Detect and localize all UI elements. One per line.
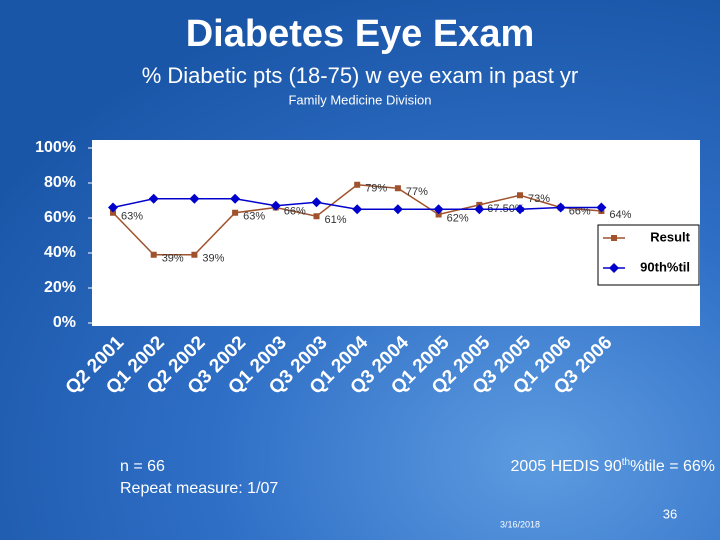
data-label: 63% (121, 211, 143, 223)
hedis-sup: th (622, 457, 630, 468)
data-label: 77% (406, 186, 428, 198)
y-tick-label: 40% (44, 244, 76, 261)
hedis-pre: 2005 HEDIS 90 (511, 458, 622, 475)
marker (150, 251, 157, 258)
marker (354, 181, 361, 188)
legend-label: 90th%til (640, 259, 690, 274)
data-label: 79% (365, 183, 387, 195)
marker (313, 213, 320, 220)
marker (108, 202, 118, 213)
data-label: 73% (528, 193, 550, 205)
y-tick-label: 60% (44, 209, 76, 226)
marker (191, 251, 198, 258)
title: Diabetes Eye Exam (186, 13, 535, 55)
marker (474, 204, 485, 215)
data-label: 64% (609, 209, 631, 221)
marker (394, 185, 401, 192)
marker (433, 204, 444, 215)
marker (596, 202, 607, 213)
marker (392, 204, 403, 215)
marker (270, 200, 281, 211)
marker (352, 204, 363, 215)
hedis-post: %tile = 66% (630, 458, 715, 475)
marker (515, 204, 525, 215)
marker (148, 193, 159, 204)
data-label: 39% (202, 253, 224, 265)
note-n: n = 66 (120, 458, 165, 475)
division: Family Medicine Division (288, 92, 431, 107)
legend-marker (611, 235, 617, 241)
y-tick-label: 20% (44, 279, 76, 296)
marker (555, 202, 566, 213)
marker (110, 209, 116, 216)
subtitle: % Diabetic pts (18-75) w eye exam in pas… (142, 63, 579, 88)
data-label: 62% (447, 212, 469, 224)
data-label: 61% (325, 214, 347, 226)
date: 3/16/2018 (500, 519, 540, 529)
marker (230, 193, 241, 204)
data-label: 66% (569, 205, 591, 217)
y-tick-label: 0% (53, 314, 76, 331)
hedis-note: 2005 HEDIS 90th%tile = 66% (511, 457, 715, 476)
marker (311, 197, 322, 208)
marker (232, 209, 239, 216)
note-repeat: Repeat measure: 1/07 (120, 480, 278, 497)
data-label: 39% (162, 253, 184, 265)
y-tick-label: 80% (44, 174, 76, 191)
page-number: 36 (663, 506, 677, 521)
y-tick-label: 100% (35, 139, 76, 156)
legend-marker (609, 263, 619, 273)
data-label: 66% (284, 205, 306, 217)
legend-label: Result (650, 229, 690, 244)
data-label: 63% (243, 211, 265, 223)
marker (517, 192, 523, 199)
marker (189, 193, 200, 204)
marker (435, 211, 442, 218)
